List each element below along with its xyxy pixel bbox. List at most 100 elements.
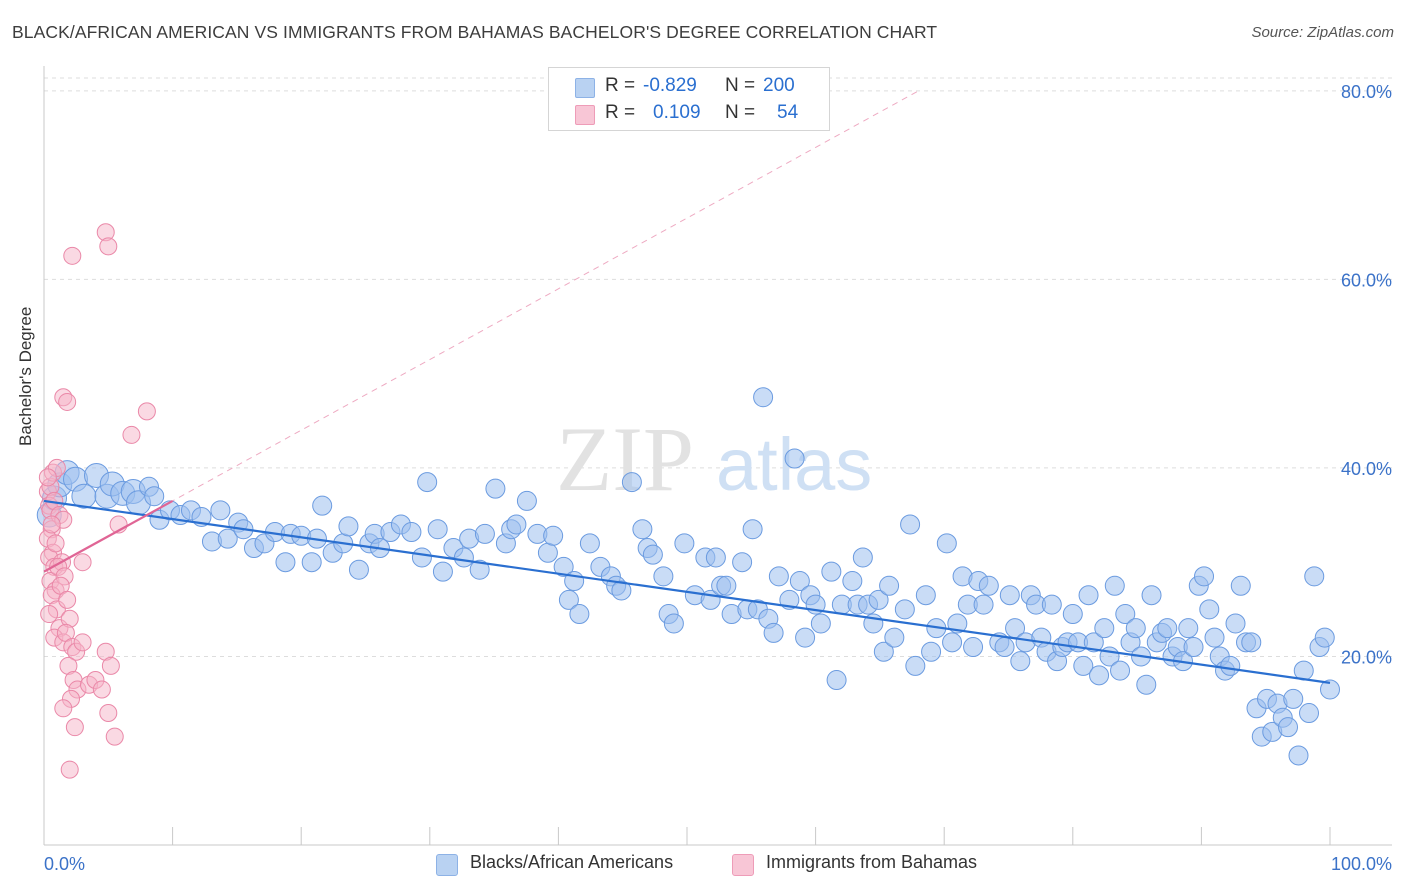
blue-point (705, 547, 726, 568)
legend-swatch-pink (575, 105, 595, 125)
pink-point (99, 237, 118, 256)
blue-point (753, 387, 774, 408)
blue-point (905, 655, 926, 676)
pink-point (73, 553, 92, 572)
bottom-legend-swatch-blue (436, 854, 458, 876)
blue-point (842, 571, 863, 592)
blue-point (1136, 674, 1157, 695)
reference-dashed-line (43, 90, 919, 573)
trend-lines (43, 499, 1331, 684)
pink-point (38, 468, 57, 487)
legend-r-value: -0.829 (643, 75, 697, 96)
grid (44, 77, 1392, 657)
blue-point (1299, 703, 1320, 724)
blue-point (1078, 585, 1099, 606)
y-tick-label: 80.0% (1341, 82, 1392, 102)
blue-point (411, 547, 432, 568)
blue-point (894, 599, 915, 620)
blue-point (1304, 566, 1325, 587)
blue-point (810, 613, 831, 634)
pink-point (42, 515, 61, 534)
blue-point (921, 641, 942, 662)
y-tick-label: 40.0% (1341, 459, 1392, 479)
blue-point (1241, 632, 1262, 653)
pink-point (46, 534, 65, 553)
blue-point (1073, 655, 1094, 676)
blue-point (942, 632, 963, 653)
source-label: Source: ZipAtlas.com (1251, 24, 1394, 41)
blue-point (1320, 679, 1340, 700)
blue-point (432, 561, 453, 582)
blue-point (642, 544, 663, 565)
blue-point (474, 523, 495, 544)
blue-point (1141, 585, 1162, 606)
blue-point (1157, 618, 1178, 639)
legend-n-value: 54 (777, 102, 799, 123)
bottom-legend-label-pink: Immigrants from Bahamas (766, 852, 978, 872)
legend-r-value: 0.109 (653, 102, 701, 123)
pink-point (63, 246, 82, 265)
blue-point (1283, 688, 1304, 709)
chart-title: BLACK/AFRICAN AMERICAN VS IMMIGRANTS FRO… (12, 22, 938, 42)
pink-point (40, 605, 59, 624)
blue-point (947, 613, 968, 634)
blue-point (1094, 618, 1115, 639)
blue-point (1041, 594, 1062, 615)
blue-point (768, 566, 789, 587)
pink-point (54, 699, 73, 718)
blue-point (275, 552, 296, 573)
blue-point (453, 547, 474, 568)
blue-point (868, 589, 889, 610)
blue-point (973, 594, 994, 615)
blue-point (1110, 660, 1131, 681)
pink-trend-extension (43, 90, 919, 573)
blue-point (338, 516, 359, 537)
blue-point (1183, 637, 1204, 658)
blue-point (963, 637, 984, 658)
blue-point (1230, 575, 1251, 596)
x-tick-label: 100.0% (1331, 854, 1392, 874)
bottom-legend-label-blue: Blacks/African Americans (470, 852, 674, 872)
legend-n-label: N = (725, 102, 756, 123)
blue-point (611, 580, 632, 601)
pink-trend-line (43, 499, 174, 573)
blue-point (553, 556, 574, 577)
blue-point (994, 637, 1015, 658)
blue-point (763, 622, 784, 643)
watermark: ZIP atlas (556, 408, 872, 510)
pink-point (65, 718, 84, 737)
blue-point (879, 575, 900, 596)
pink-point (92, 680, 111, 699)
blue-trend-line (43, 499, 1331, 684)
blue-point (506, 514, 527, 535)
y-axis-label: Bachelor's Degree (16, 306, 35, 446)
blue-point (417, 472, 438, 493)
blue-point (1288, 745, 1309, 766)
watermark-zip: ZIP (556, 408, 694, 510)
blue-point (784, 448, 805, 469)
legend-r-label: R = (605, 102, 636, 123)
blue-point (653, 566, 674, 587)
blue-point (1115, 604, 1136, 625)
bottom-legend-swatch-pink (732, 854, 754, 876)
blue-point (1199, 599, 1220, 620)
blue-point (826, 670, 847, 691)
blue-point (537, 542, 558, 563)
series-blue-points (36, 387, 1340, 766)
pink-point (58, 590, 77, 609)
legend-n-value: 200 (763, 75, 795, 96)
pink-point (60, 760, 79, 779)
pink-point (137, 402, 156, 421)
x-tick-label: 0.0% (44, 854, 85, 874)
blue-point (1125, 618, 1146, 639)
blue-point (312, 495, 333, 516)
blue-point (579, 533, 600, 554)
blue-point (732, 552, 753, 573)
blue-point (873, 641, 894, 662)
blue-point (301, 552, 322, 573)
blue-point (742, 519, 763, 540)
blue-point (663, 613, 684, 634)
legend-swatch-blue (575, 78, 595, 98)
blue-point (621, 472, 642, 493)
tick-labels: 20.0% 40.0% 60.0% 80.0% 0.0% 100.0% (44, 82, 1392, 874)
